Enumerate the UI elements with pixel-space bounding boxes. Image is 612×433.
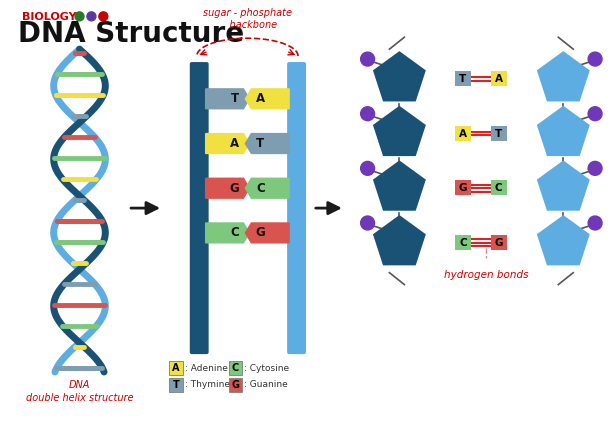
FancyBboxPatch shape [228, 378, 242, 392]
FancyBboxPatch shape [491, 235, 507, 250]
Polygon shape [206, 178, 249, 198]
FancyBboxPatch shape [455, 126, 471, 141]
Polygon shape [373, 160, 426, 211]
Text: DNA Structure: DNA Structure [18, 20, 244, 48]
Text: C: C [459, 238, 467, 248]
Polygon shape [206, 89, 249, 109]
Text: T: T [230, 92, 239, 105]
Text: : Cytosine: : Cytosine [244, 364, 289, 372]
Text: T: T [256, 137, 264, 150]
Circle shape [360, 162, 375, 175]
Text: A: A [459, 129, 467, 139]
Text: A: A [230, 137, 239, 150]
Circle shape [588, 216, 602, 230]
Text: C: C [230, 226, 239, 239]
Text: DNA
double helix structure: DNA double helix structure [26, 380, 133, 403]
Polygon shape [206, 223, 249, 243]
Circle shape [75, 12, 84, 21]
Polygon shape [245, 223, 289, 243]
Text: C: C [232, 363, 239, 373]
Polygon shape [537, 215, 590, 265]
Text: C: C [256, 182, 264, 195]
FancyBboxPatch shape [169, 378, 183, 392]
FancyBboxPatch shape [228, 361, 242, 375]
Circle shape [588, 162, 602, 175]
Text: : Guanine: : Guanine [244, 381, 288, 389]
Text: C: C [495, 183, 502, 193]
Text: G: G [255, 226, 265, 239]
FancyBboxPatch shape [491, 180, 507, 195]
Text: A: A [256, 92, 265, 105]
FancyBboxPatch shape [491, 71, 507, 86]
Polygon shape [206, 134, 249, 153]
Text: T: T [173, 380, 179, 390]
Polygon shape [245, 134, 289, 153]
Polygon shape [373, 51, 426, 101]
Text: : Adenine: : Adenine [185, 364, 228, 372]
Text: BIOLOGY: BIOLOGY [22, 13, 76, 23]
Text: sugar - phosphate
    backbone: sugar - phosphate backbone [203, 8, 292, 30]
Polygon shape [245, 89, 289, 109]
Polygon shape [537, 106, 590, 156]
Circle shape [588, 52, 602, 66]
FancyBboxPatch shape [455, 180, 471, 195]
Circle shape [99, 12, 108, 21]
FancyBboxPatch shape [455, 235, 471, 250]
FancyBboxPatch shape [455, 71, 471, 86]
Text: T: T [495, 129, 502, 139]
Polygon shape [537, 51, 590, 101]
Text: G: G [494, 238, 503, 248]
Text: G: G [230, 182, 239, 195]
Text: A: A [172, 363, 179, 373]
Circle shape [87, 12, 96, 21]
Text: A: A [494, 74, 502, 84]
Polygon shape [537, 160, 590, 211]
Text: G: G [459, 183, 467, 193]
Polygon shape [373, 106, 426, 156]
Polygon shape [245, 178, 289, 198]
Circle shape [588, 107, 602, 121]
FancyBboxPatch shape [190, 62, 209, 354]
Circle shape [360, 107, 375, 121]
Text: T: T [460, 74, 466, 84]
FancyBboxPatch shape [287, 62, 306, 354]
FancyBboxPatch shape [491, 126, 507, 141]
FancyBboxPatch shape [169, 361, 183, 375]
Circle shape [360, 216, 375, 230]
Circle shape [360, 52, 375, 66]
Text: : Thymine: : Thymine [185, 381, 230, 389]
Polygon shape [373, 215, 426, 265]
Text: G: G [231, 380, 239, 390]
Text: hydrogen bonds: hydrogen bonds [444, 270, 528, 280]
